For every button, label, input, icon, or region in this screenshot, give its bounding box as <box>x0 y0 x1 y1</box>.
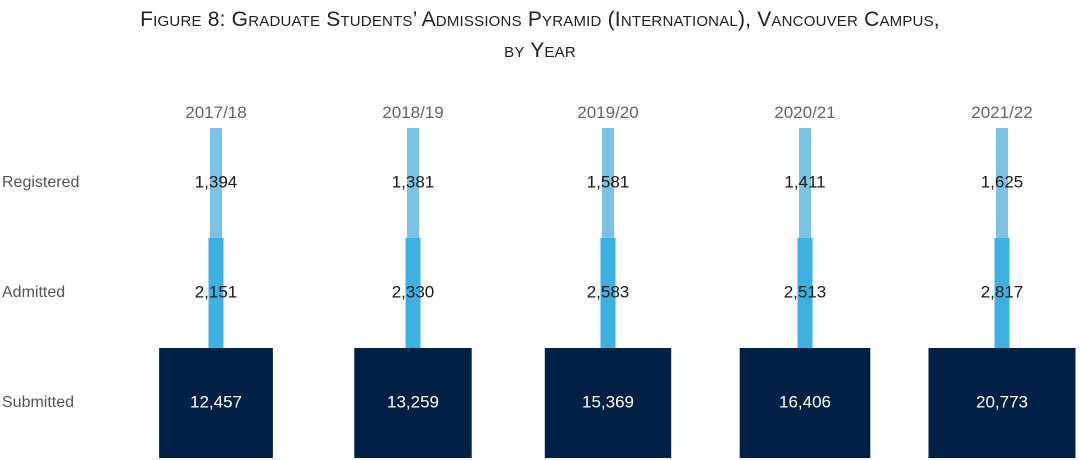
bar-registered-2019-20 <box>602 128 614 238</box>
value-label-admitted-2020-21: 2,513 <box>784 282 827 301</box>
chart-title-line-2: by Year <box>504 39 576 62</box>
year-label-2017-18: 2017/18 <box>185 103 246 122</box>
value-label-submitted-2019-20: 15,369 <box>582 392 634 411</box>
year-label-2018-19: 2018/19 <box>382 103 443 122</box>
bar-registered-2020-21 <box>799 128 811 238</box>
value-label-registered-2019-20: 1,581 <box>587 172 630 191</box>
value-label-registered-2018-19: 1,381 <box>392 172 435 191</box>
value-label-admitted-2021-22: 2,817 <box>981 282 1024 301</box>
value-label-admitted-2017-18: 2,151 <box>195 282 238 301</box>
value-label-registered-2020-21: 1,411 <box>784 172 825 191</box>
bar-admitted-2021-22 <box>994 238 1010 348</box>
bar-registered-2017-18 <box>210 128 222 238</box>
year-label-2021-22: 2021/22 <box>971 103 1032 122</box>
value-label-admitted-2018-19: 2,330 <box>392 282 435 301</box>
row-label-submitted: Submitted <box>2 394 74 411</box>
value-label-admitted-2019-20: 2,583 <box>587 282 630 301</box>
value-label-registered-2017-18: 1,394 <box>195 172 238 191</box>
value-label-submitted-2020-21: 16,406 <box>779 392 831 411</box>
row-label-registered: Registered <box>2 174 79 191</box>
bar-submitted-2019-20 <box>544 348 672 458</box>
value-label-submitted-2018-19: 13,259 <box>387 392 439 411</box>
bar-submitted-2021-22 <box>928 348 1076 458</box>
bar-submitted-2017-18 <box>159 348 273 458</box>
year-label-2019-20: 2019/20 <box>577 103 638 122</box>
chart-title: Figure 8: Graduate Students’ Admissions … <box>0 4 1080 66</box>
bar-registered-2018-19 <box>407 128 419 238</box>
bar-admitted-2017-18 <box>208 238 224 348</box>
bar-admitted-2020-21 <box>797 238 813 348</box>
value-label-submitted-2021-22: 20,773 <box>976 392 1028 411</box>
chart-title-line-1: Figure 8: Graduate Students’ Admissions … <box>140 8 940 31</box>
value-label-submitted-2017-18: 12,457 <box>190 392 242 411</box>
value-label-registered-2021-22: 1,625 <box>981 172 1024 191</box>
year-label-2020-21: 2020/21 <box>774 103 835 122</box>
bar-submitted-2018-19 <box>354 348 472 458</box>
bar-submitted-2020-21 <box>739 348 871 458</box>
bar-registered-2021-22 <box>996 128 1008 238</box>
row-label-admitted: Admitted <box>2 284 65 301</box>
bar-admitted-2019-20 <box>600 238 616 348</box>
bar-admitted-2018-19 <box>405 238 421 348</box>
